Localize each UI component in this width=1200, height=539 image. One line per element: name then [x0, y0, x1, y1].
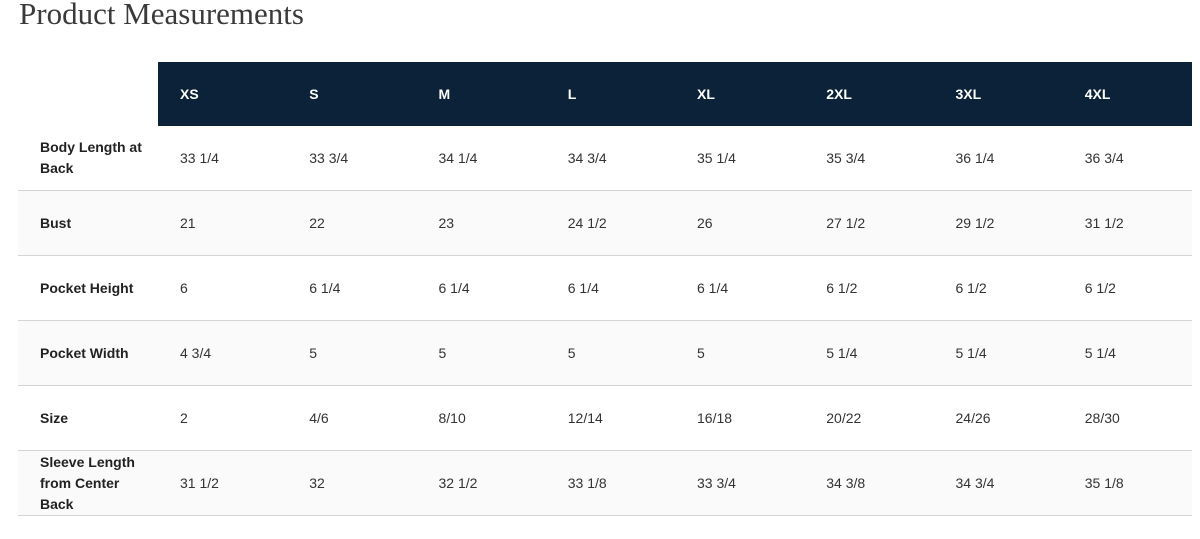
measurement-value: 23 — [416, 190, 546, 256]
size-header: 2XL — [804, 62, 934, 126]
measurement-value: 32 1/2 — [416, 450, 546, 516]
row-label: Size — [18, 385, 158, 451]
measurement-value: 33 3/4 — [287, 126, 417, 191]
measurement-value: 35 3/4 — [804, 126, 934, 191]
measurement-value: 32 — [287, 450, 417, 516]
measurement-value: 5 — [675, 320, 805, 386]
row-label: Pocket Width — [18, 320, 158, 386]
size-header: XS — [158, 62, 288, 126]
row-label: Bust — [18, 190, 158, 256]
measurement-value: 6 1/2 — [933, 255, 1063, 321]
measurement-value: 6 1/4 — [545, 255, 675, 321]
measurement-value: 5 1/4 — [1062, 320, 1192, 386]
measurement-value: 2 — [158, 385, 288, 451]
measurement-value: 31 1/2 — [1062, 190, 1192, 256]
measurement-value: 5 — [287, 320, 417, 386]
measurement-row: Size 2 4/6 8/10 12/14 16/18 20/22 24/26 28/30 — [18, 385, 1192, 451]
measurement-value: 22 — [287, 190, 417, 256]
measurement-value: 24 1/2 — [545, 190, 675, 256]
measurement-row: Sleeve Length from Center Back 31 1/2 32 32… — [18, 450, 1192, 516]
measurement-value: 12/14 — [545, 385, 675, 451]
measurement-row: Pocket Width 4 3/4 5 5 5 5 5 1/4 5 1/4 5 1/4 — [18, 320, 1192, 386]
measurement-value: 24/26 — [933, 385, 1063, 451]
measurement-value: 29 1/2 — [933, 190, 1063, 256]
size-header: 4XL — [1062, 62, 1192, 126]
size-header: L — [545, 62, 675, 126]
measurement-value: 4/6 — [287, 385, 417, 451]
size-header: 3XL — [933, 62, 1063, 126]
row-label: Pocket Height — [18, 255, 158, 321]
row-label: Sleeve Length from Center Back — [18, 450, 158, 516]
header-row: XS S M L XL 2XL 3XL 4XL — [18, 62, 1192, 126]
measurement-value: 16/18 — [675, 385, 805, 451]
measurement-value: 6 1/2 — [804, 255, 934, 321]
row-label: Body Length at Back — [18, 126, 158, 191]
measurement-row: Bust 21 22 23 24 1/2 26 27 1/2 29 1/2 31 1/2 — [18, 190, 1192, 256]
size-header: M — [416, 62, 546, 126]
measurement-row: Pocket Height 6 6 1/4 6 1/4 6 1/4 6 1/4 6 1/2 6… — [18, 255, 1192, 321]
measurement-value: 8/10 — [416, 385, 546, 451]
measurement-value: 6 1/4 — [416, 255, 546, 321]
corner-cell — [18, 62, 158, 126]
measurement-value: 34 3/4 — [545, 126, 675, 191]
measurement-value: 20/22 — [804, 385, 934, 451]
measurement-value: 35 1/4 — [675, 126, 805, 191]
measurement-value: 33 1/8 — [545, 450, 675, 516]
measurement-row: Body Length at Back 33 1/4 33 3/4 34 1/4 34 … — [18, 126, 1192, 191]
measurement-value: 4 3/4 — [158, 320, 288, 386]
measurement-value: 6 1/4 — [675, 255, 805, 321]
measurement-value: 27 1/2 — [804, 190, 934, 256]
size-header: S — [287, 62, 417, 126]
page-title: Product Measurements — [19, 0, 304, 31]
measurement-value: 21 — [158, 190, 288, 256]
measurement-value: 5 1/4 — [804, 320, 934, 386]
measurement-value: 34 1/4 — [416, 126, 546, 191]
measurement-value: 34 3/8 — [804, 450, 934, 516]
measurement-value: 5 — [416, 320, 546, 386]
measurement-value: 31 1/2 — [158, 450, 288, 516]
measurement-table: XS S M L XL 2XL 3XL 4XL Body Length at Back 33 1… — [18, 62, 1192, 516]
measurement-value: 5 — [545, 320, 675, 386]
measurement-value: 35 1/8 — [1062, 450, 1192, 516]
measurement-value: 6 1/2 — [1062, 255, 1192, 321]
measurement-value: 36 3/4 — [1062, 126, 1192, 191]
measurement-value: 34 3/4 — [933, 450, 1063, 516]
measurement-value: 28/30 — [1062, 385, 1192, 451]
measurement-value: 33 1/4 — [158, 126, 288, 191]
measurement-value: 6 — [158, 255, 288, 321]
measurement-value: 6 1/4 — [287, 255, 417, 321]
measurement-value: 26 — [675, 190, 805, 256]
size-header: XL — [675, 62, 805, 126]
measurement-value: 33 3/4 — [675, 450, 805, 516]
measurement-value: 5 1/4 — [933, 320, 1063, 386]
measurement-value: 36 1/4 — [933, 126, 1063, 191]
